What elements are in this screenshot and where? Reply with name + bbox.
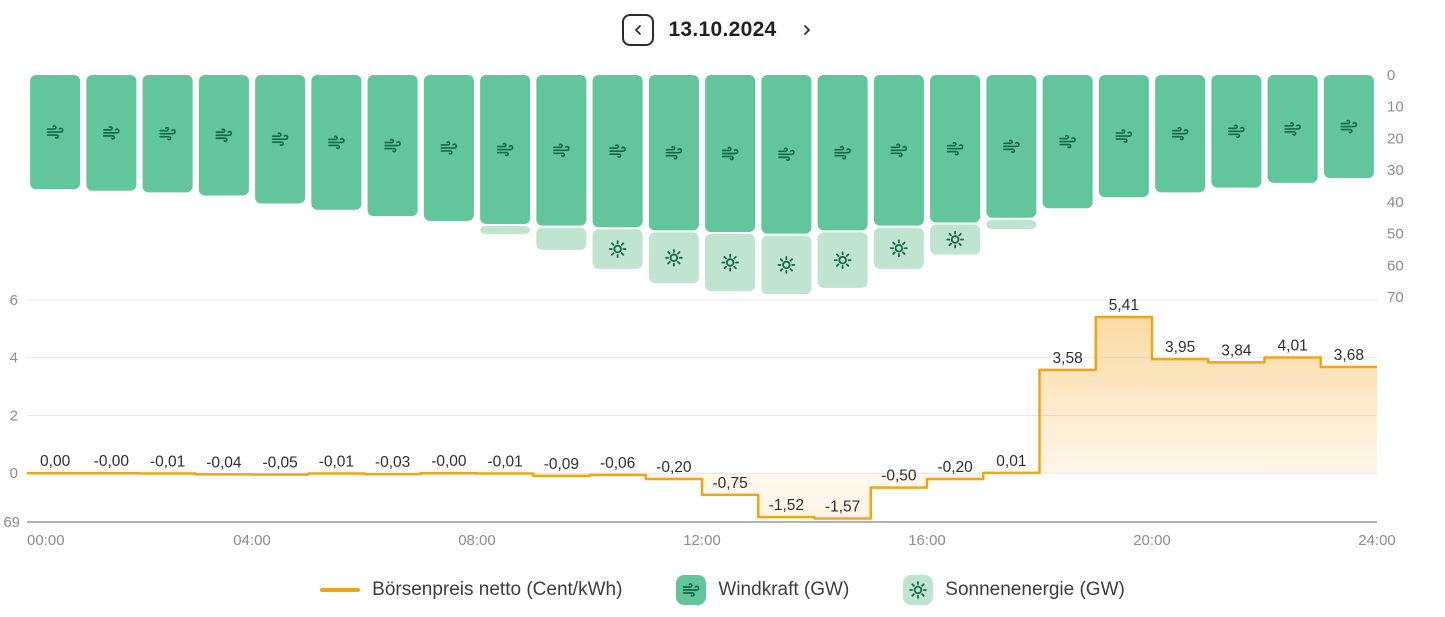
price-label: -1,57	[825, 499, 860, 516]
gw-axis-label: 0	[1387, 67, 1395, 84]
energy-chart: 0,00 -0,00 -0,01 -0,04 -0,05 -0,01 -0,03 -0,00 -…	[0, 60, 1445, 565]
solar-bar[interactable]	[536, 227, 587, 250]
price-label: -0,75	[712, 475, 747, 492]
price-labels: 0,00 -0,00 -0,01 -0,04 -0,05 -0,01 -0,03 -0,00 -…	[40, 297, 1364, 516]
price-line-swatch	[320, 588, 361, 592]
solar-bar[interactable]	[873, 227, 924, 269]
price-label: 0,00	[40, 453, 71, 470]
price-label: 3,95	[1165, 339, 1195, 356]
legend-item-solar[interactable]: Sonnenenergie (GW)	[903, 575, 1125, 605]
x-axis-label: 04:00	[233, 532, 271, 549]
date-navigation: 13.10.2024	[0, 0, 1445, 60]
price-label: 5,41	[1109, 297, 1139, 314]
sun-icon	[908, 580, 928, 600]
price-axis-label: 4	[10, 350, 18, 367]
price-label: -0,05	[262, 455, 297, 472]
x-axis-label: 20:00	[1133, 532, 1171, 549]
date-title: 13.10.2024	[668, 18, 777, 41]
price-line	[27, 315, 1377, 520]
gw-axis-label: 10	[1387, 99, 1404, 116]
price-label: -0,01	[150, 454, 185, 471]
price-label: -0,00	[94, 453, 130, 470]
price-label: -0,01	[487, 454, 522, 471]
generation-bars	[30, 75, 1374, 295]
legend-label-price: Börsenpreis netto (Cent/kWh)	[372, 579, 623, 600]
price-axis-label: 6	[10, 292, 18, 309]
gw-axis-label: 30	[1387, 162, 1404, 179]
chevron-right-icon	[803, 25, 810, 35]
gw-axis-label: 70	[1387, 289, 1404, 306]
energy-chart-svg: 0,00 -0,00 -0,01 -0,04 -0,05 -0,01 -0,03 -0,00 -…	[3, 67, 1404, 549]
price-label: 3,68	[1334, 347, 1364, 364]
solar-swatch	[903, 575, 934, 605]
price-label: -0,50	[881, 468, 917, 485]
x-axis-label: 00:00	[27, 532, 65, 549]
price-label: -0,04	[206, 454, 242, 471]
x-axis-label: 16:00	[908, 532, 946, 549]
price-axis-label: 2	[10, 407, 18, 424]
price-label: -1,52	[769, 497, 804, 514]
price-label: -0,01	[319, 454, 354, 471]
legend-item-price[interactable]: Börsenpreis netto (Cent/kWh)	[320, 579, 622, 601]
chevron-left-icon	[635, 25, 642, 35]
solar-bar[interactable]	[817, 232, 868, 288]
solar-bar[interactable]	[592, 229, 643, 269]
gw-axis-label: 40	[1387, 194, 1404, 211]
solar-bar[interactable]	[705, 233, 756, 292]
price-label: -0,00	[431, 453, 467, 470]
price-axis-label: 0	[10, 465, 18, 482]
x-axis-label: 08:00	[458, 532, 496, 549]
price-label: 4,01	[1278, 337, 1308, 354]
prev-day-button[interactable]	[622, 14, 655, 46]
solar-bar[interactable]	[761, 235, 812, 295]
solar-bar[interactable]	[480, 226, 531, 234]
price-label: 3,58	[1053, 350, 1083, 367]
solar-bar[interactable]	[648, 232, 699, 284]
next-day-button[interactable]	[790, 14, 823, 46]
wind-swatch	[676, 575, 707, 605]
x-axis-label: 24:00	[1358, 532, 1396, 549]
price-label: -0,09	[544, 456, 579, 473]
price-label: -0,03	[375, 454, 410, 471]
price-label: -0,20	[937, 459, 973, 476]
x-axis-label: 12:00	[683, 532, 721, 549]
price-label: -0,06	[600, 455, 635, 472]
gw-axis-label: 50	[1387, 226, 1404, 243]
price-label: 3,84	[1221, 342, 1252, 359]
legend: Börsenpreis netto (Cent/kWh) Windkraft (…	[0, 567, 1445, 613]
gw-axis-label: 20	[1387, 130, 1404, 147]
solar-bar[interactable]	[930, 224, 981, 255]
wind-icon	[682, 581, 700, 599]
price-axis-bottom-label: 69	[3, 514, 20, 531]
legend-item-wind[interactable]: Windkraft (GW)	[676, 575, 849, 605]
legend-label-wind: Windkraft (GW)	[718, 579, 850, 600]
solar-bar[interactable]	[986, 219, 1037, 230]
price-label: 0,01	[996, 453, 1026, 470]
price-label: -0,20	[656, 459, 692, 476]
gw-axis-label: 60	[1387, 257, 1404, 274]
legend-label-solar: Sonnenenergie (GW)	[945, 579, 1125, 600]
